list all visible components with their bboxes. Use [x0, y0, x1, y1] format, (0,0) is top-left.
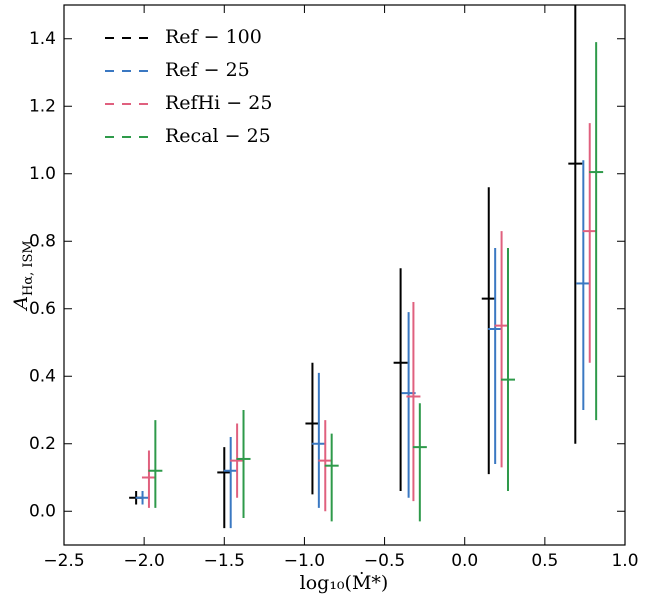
x-tick-label: 0.5 [531, 551, 558, 571]
y-tick-label: 1.0 [29, 164, 56, 184]
y-tick-label: 1.4 [29, 29, 56, 49]
y-tick-label: 0.2 [29, 434, 56, 454]
y-tick-label: 0.0 [29, 501, 56, 521]
x-tick-label: −2.5 [43, 551, 84, 571]
legend-label: Ref − 100 [165, 26, 262, 48]
plot-frame [63, 4, 626, 546]
legend-label: Recal − 25 [165, 125, 271, 147]
x-tick-label: 1.0 [611, 551, 638, 571]
legend-label: RefHi − 25 [165, 92, 272, 114]
y-tick-label: 0.4 [29, 366, 56, 386]
x-tick-label: −2.0 [124, 551, 165, 571]
y-tick-label: 1.2 [29, 96, 56, 116]
x-axis-label: log₁₀(Ṁ*) [300, 571, 389, 594]
y-label-sub: Hα, ISM [21, 240, 36, 296]
y-tick-label: 0.6 [29, 299, 56, 319]
x-tick-label: 0.0 [451, 551, 478, 571]
x-tick-label: −1.5 [204, 551, 245, 571]
y-axis-label: AHα, ISM [10, 240, 36, 311]
x-tick-label: −0.5 [364, 551, 405, 571]
legend-label: Ref − 25 [165, 59, 250, 81]
y-label-main: A [10, 296, 32, 312]
y-tick-label: 0.8 [29, 231, 56, 251]
x-tick-label: −1.0 [284, 551, 325, 571]
